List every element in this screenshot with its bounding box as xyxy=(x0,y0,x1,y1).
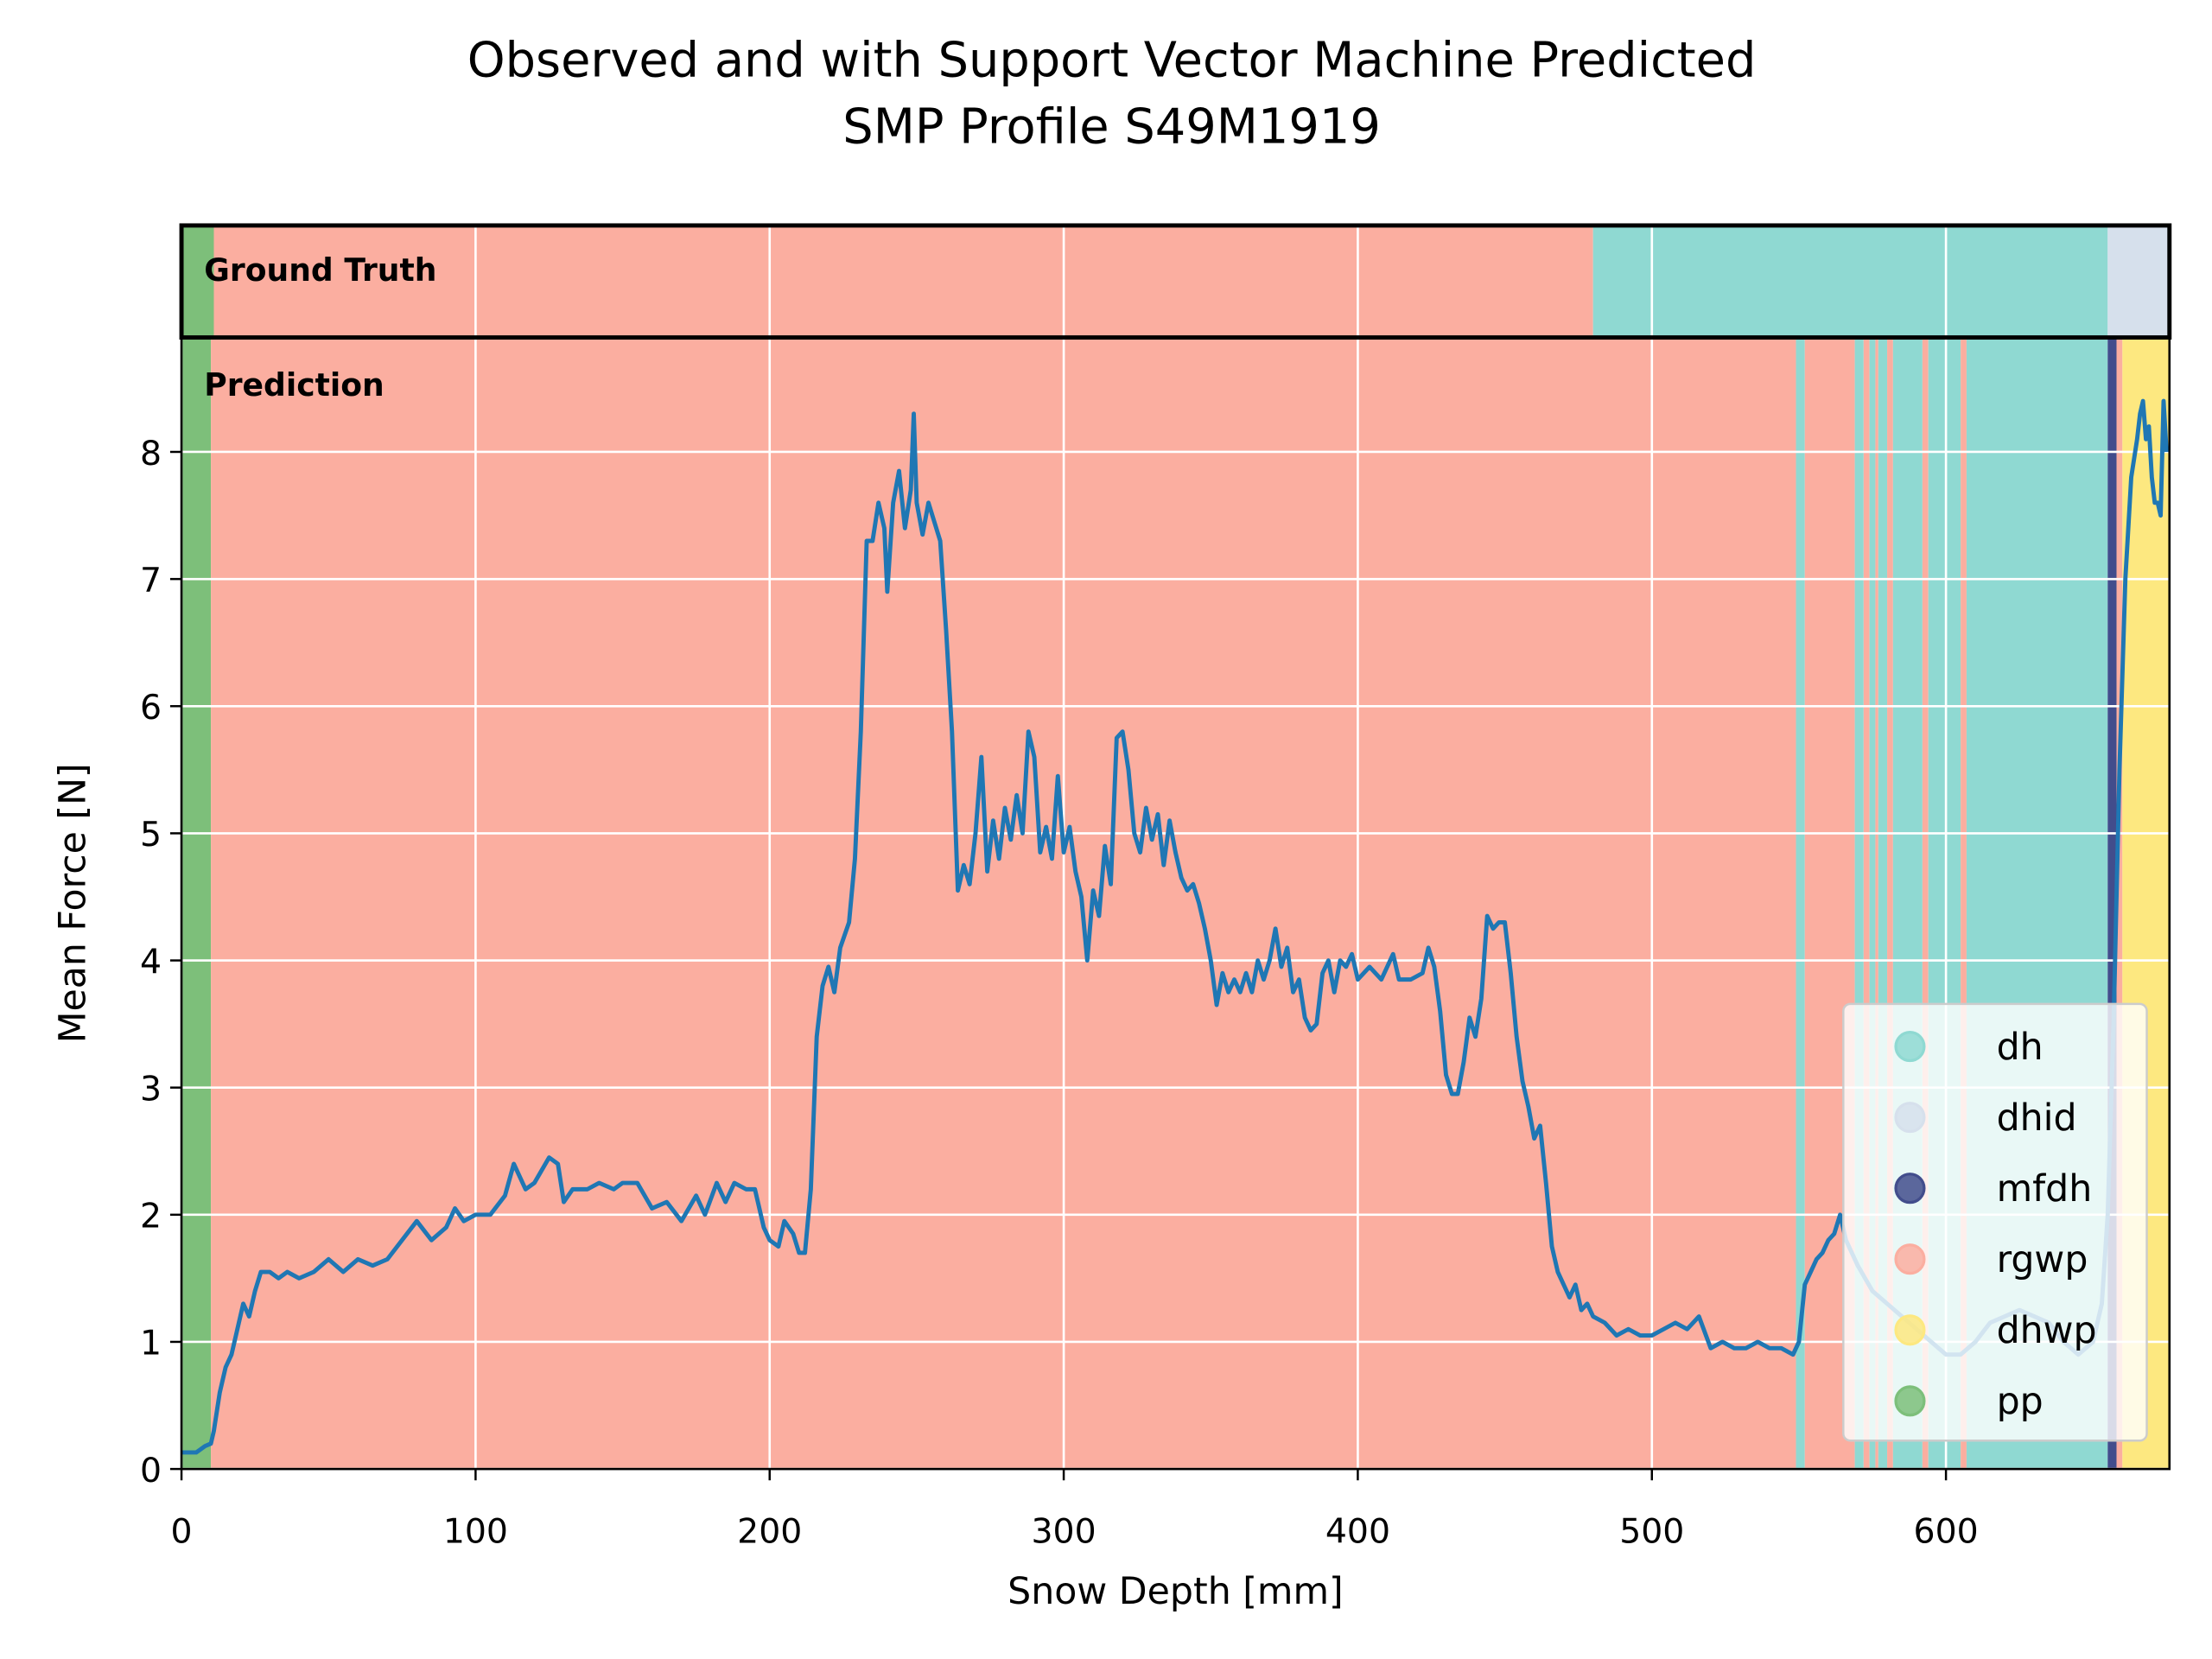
class-span xyxy=(1796,337,1805,1470)
chart-title: SMP Profile S49M1919 xyxy=(842,99,1381,156)
class-span xyxy=(2116,337,2123,1470)
x-tick-label: 400 xyxy=(1325,1511,1390,1551)
y-tick-label: 6 xyxy=(140,688,162,728)
x-tick-label: 300 xyxy=(1032,1511,1096,1551)
legend-label: pp xyxy=(1997,1380,2044,1423)
y-tick-label: 3 xyxy=(140,1069,162,1109)
class-span xyxy=(1875,337,1878,1470)
class-span xyxy=(1878,337,1888,1470)
x-tick-label: 0 xyxy=(171,1511,193,1551)
class-span xyxy=(1854,337,1864,1470)
class-span xyxy=(2107,225,2170,338)
class-span xyxy=(1592,225,2108,338)
x-tick-label: 100 xyxy=(443,1511,508,1551)
y-tick-label: 5 xyxy=(140,815,162,855)
data-line xyxy=(181,398,2169,1455)
class-span xyxy=(1863,337,1870,1470)
class-span xyxy=(211,337,1796,1470)
legend-box xyxy=(1842,1002,2148,1442)
x-axis-label: Snow Depth [mm] xyxy=(1007,1570,1344,1613)
class-span xyxy=(2107,337,2117,1470)
legend-marker xyxy=(1894,1243,1926,1275)
x-tick-label: 200 xyxy=(737,1511,802,1551)
legend-marker xyxy=(1894,1102,1926,1134)
class-span xyxy=(1869,337,1876,1470)
class-span xyxy=(213,225,1593,338)
legend-marker xyxy=(1894,1385,1926,1417)
legend-marker xyxy=(1894,1314,1926,1346)
x-tick-label: 600 xyxy=(1914,1511,1979,1551)
class-span xyxy=(1922,337,1929,1470)
class-span xyxy=(1887,337,1893,1470)
legend-marker xyxy=(1894,1173,1926,1205)
y-tick-label: 8 xyxy=(140,434,162,474)
legend-label: dhid xyxy=(1997,1096,2077,1140)
panel-label: Ground Truth xyxy=(204,251,436,289)
x-tick-label: 500 xyxy=(1619,1511,1684,1551)
legend-label: dhwp xyxy=(1997,1309,2097,1352)
y-tick-label: 4 xyxy=(140,942,162,982)
legend-label: rgwp xyxy=(1997,1238,2088,1281)
legend-label: mfdh xyxy=(1997,1167,2093,1211)
legend-label: dh xyxy=(1997,1026,2044,1069)
y-tick-label: 1 xyxy=(140,1324,162,1363)
class-span xyxy=(1961,337,1967,1470)
panel-label: Prediction xyxy=(204,366,384,404)
class-span xyxy=(181,225,214,338)
truth-frame xyxy=(179,223,2172,340)
y-tick-label: 0 xyxy=(140,1451,162,1491)
y-tick-label: 7 xyxy=(140,561,162,601)
y-tick-label: 2 xyxy=(140,1197,162,1236)
y-axis-label: Mean Force [N] xyxy=(51,763,94,1043)
chart-title: Observed and with Support Vector Machine… xyxy=(467,33,1757,89)
legend-marker xyxy=(1894,1031,1926,1063)
class-span xyxy=(181,337,212,1470)
